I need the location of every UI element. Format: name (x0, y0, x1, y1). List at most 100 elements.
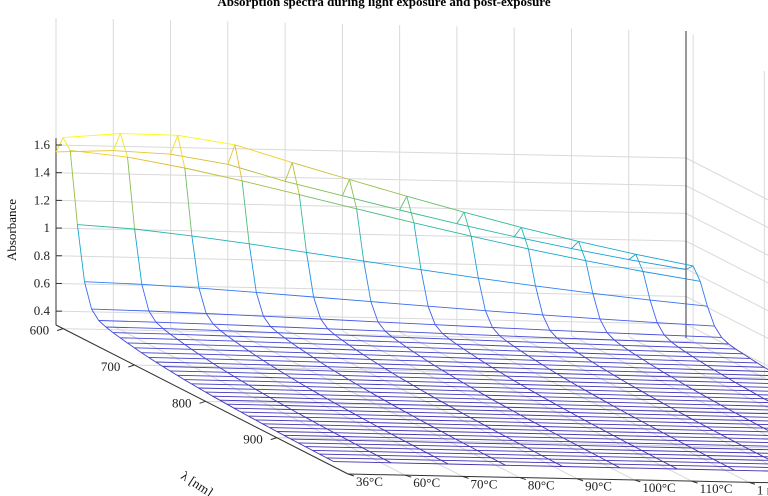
surface-segment (670, 436, 728, 439)
surface-segment (391, 433, 449, 436)
surface-segment (362, 447, 370, 452)
surface-segment (470, 417, 478, 422)
surface-segment (370, 358, 428, 362)
surface-segment (269, 397, 278, 402)
surface-segment (305, 416, 313, 422)
surface-segment (491, 457, 549, 460)
surface-segment (184, 379, 242, 382)
y-tick-label: 60°C (413, 475, 440, 490)
surface-segment (563, 342, 572, 349)
surface-segment (426, 452, 435, 457)
surface-segment (377, 395, 385, 401)
surface-segment (706, 365, 715, 371)
surface-segment (548, 429, 607, 433)
surface-segment (627, 413, 636, 419)
surface-segment (456, 211, 465, 224)
surface-segment (255, 355, 264, 361)
surface-segment (585, 357, 643, 360)
surface-segment (198, 387, 256, 390)
surface-segment (577, 416, 586, 421)
surface-segment (391, 433, 399, 439)
surface-segment (449, 373, 507, 377)
surface-segment (377, 363, 435, 367)
surface-segment (562, 437, 571, 443)
surface-segment (634, 446, 692, 449)
surface-segment (91, 308, 100, 321)
surface-segment (749, 390, 758, 396)
surface-segment (612, 463, 671, 466)
surface-segment (98, 320, 107, 328)
axes-box (55, 31, 768, 484)
surface-segment (634, 417, 693, 420)
surface-segment (606, 401, 664, 405)
surface-segment (113, 150, 171, 155)
surface-segment (205, 358, 264, 361)
surface-segment (212, 323, 221, 331)
surface-segment (427, 393, 435, 399)
surface-segment (571, 248, 629, 261)
surface-segment (442, 332, 500, 337)
surface-segment (362, 418, 371, 423)
surface-segment (105, 326, 164, 330)
surface-segment (270, 364, 278, 370)
surface-segment (276, 431, 285, 436)
surface-segment (134, 347, 192, 350)
surface-segment (269, 427, 278, 432)
surface-segment (555, 462, 614, 465)
surface-segment (534, 451, 542, 456)
surface-segment (735, 382, 743, 388)
surface-segment (699, 392, 708, 398)
surface-segment (527, 418, 535, 424)
surface-segment (520, 414, 528, 420)
surface-segment (277, 401, 335, 404)
surface-segment (227, 335, 235, 342)
surface-segment (269, 427, 327, 430)
surface-segment (549, 368, 607, 372)
grid-line (55, 144, 687, 159)
surface-segment (84, 281, 93, 310)
surface-segment (169, 370, 178, 376)
surface-segment (298, 381, 357, 385)
surface-segment (248, 415, 306, 418)
surface-segment (634, 446, 643, 451)
surface-segment (255, 355, 314, 358)
z-tick-label: 0.8 (34, 248, 50, 263)
surface-segment (642, 391, 650, 397)
surface-segment (699, 281, 708, 307)
surface-segment (184, 344, 192, 350)
surface-segment (513, 410, 521, 416)
surface-segment (326, 457, 335, 463)
surface-segment (327, 398, 385, 401)
surface-segment (428, 305, 486, 312)
surface-segment (284, 337, 343, 341)
surface-segment (756, 423, 768, 426)
surface-segment (692, 388, 750, 392)
surface-segment (420, 356, 429, 362)
x-tick (128, 364, 135, 368)
surface-segment (148, 356, 206, 360)
surface-segment (670, 376, 679, 382)
surface-segment (276, 401, 285, 406)
surface-segment (441, 369, 450, 375)
surface-segment (383, 458, 442, 461)
surface-segment (635, 354, 643, 360)
surface-segment (756, 452, 768, 454)
surface-segment (205, 358, 214, 364)
surface-segment (449, 338, 457, 345)
z-tick-label: 1.6 (34, 137, 51, 152)
surface-segment (342, 339, 400, 343)
surface-segment (319, 424, 328, 430)
surface-segment (227, 335, 285, 339)
surface-segment (571, 347, 629, 351)
surface-segment (484, 453, 542, 456)
surface-segment (599, 318, 608, 333)
surface-segment (563, 408, 571, 413)
surface-segment (506, 375, 514, 381)
surface-segment (427, 360, 486, 364)
surface-segment (391, 336, 400, 343)
surface-segment (127, 342, 185, 345)
surface-segment (434, 456, 492, 459)
surface-segment (384, 399, 392, 405)
surface-segment (763, 456, 768, 460)
